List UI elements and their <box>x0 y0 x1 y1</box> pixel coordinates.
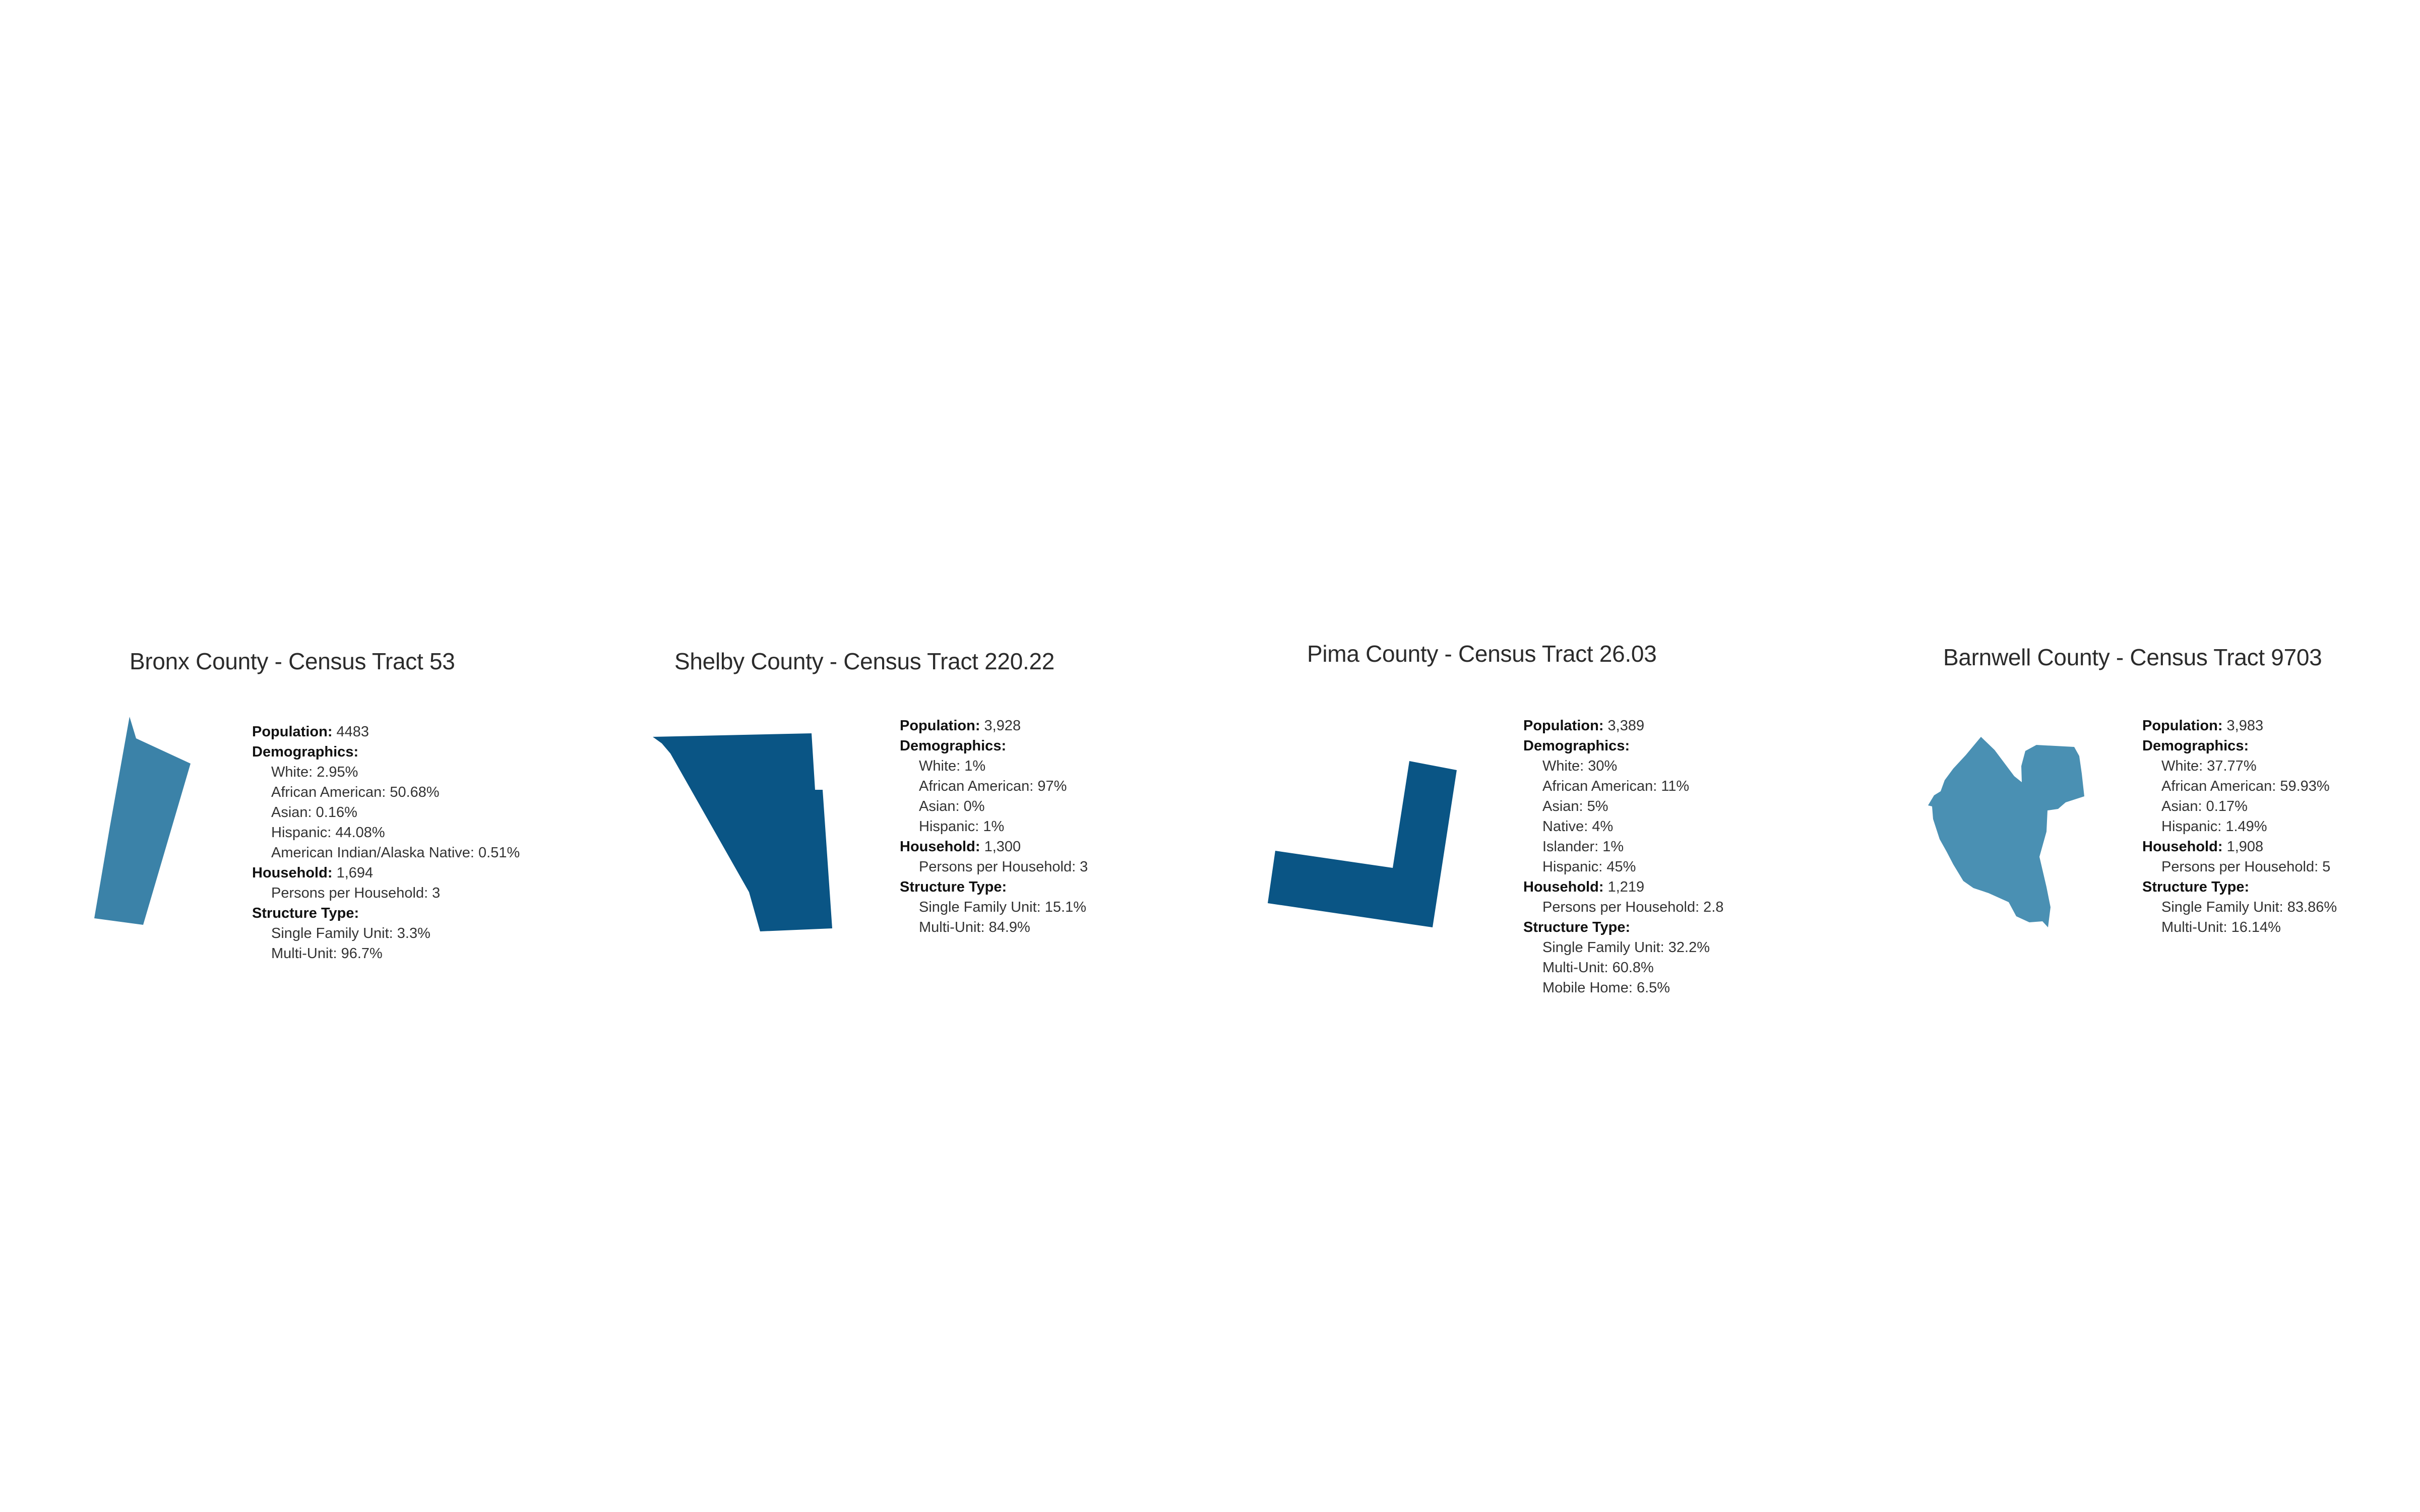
population-value: 3,983 <box>2226 718 2264 734</box>
tract-title: Bronx County - Census Tract 53 <box>130 648 455 674</box>
tract-boundary <box>1928 737 2084 927</box>
population-value: 3,928 <box>984 718 1021 734</box>
population-value: 4483 <box>336 724 369 740</box>
demographic-item: African American: 59.93% <box>2161 778 2330 794</box>
structure-label: Structure Type: <box>2142 879 2250 895</box>
demographic-item: White: 2.95% <box>271 764 358 780</box>
demographic-item: African American: 97% <box>919 778 1067 794</box>
demographics-label: Demographics: <box>900 738 1007 754</box>
tract-boundary <box>1268 761 1457 927</box>
population-label: Population: <box>900 718 980 734</box>
household-value: 1,219 <box>1607 879 1645 895</box>
population-label: Population: <box>1523 718 1604 734</box>
tract-info-pima: Population: 3,389 Demographics: White: 3… <box>1523 716 1724 998</box>
population-label: Population: <box>2142 718 2223 734</box>
demographic-item: African American: 50.68% <box>271 784 440 800</box>
demographic-item: White: 30% <box>1542 758 1618 774</box>
demographic-item: Native: 4% <box>1542 818 1614 835</box>
demographic-item: Hispanic: 1% <box>919 818 1005 835</box>
demographic-item: White: 37.77% <box>2161 758 2257 774</box>
tract-title: Pima County - Census Tract 26.03 <box>1307 641 1657 667</box>
demographics-label: Demographics: <box>1523 738 1630 754</box>
demographic-item: Hispanic: 44.08% <box>271 825 385 841</box>
household-label: Household: <box>1523 879 1604 895</box>
structure-label: Structure Type: <box>252 905 359 921</box>
demographic-item: American Indian/Alaska Native: 0.51% <box>271 845 520 861</box>
tract-info-bronx: Population: 4483 Demographics: White: 2.… <box>252 722 520 964</box>
population-value: 3,389 <box>1607 718 1645 734</box>
tract-title: Barnwell County - Census Tract 9703 <box>1943 644 2322 670</box>
demographics-label: Demographics: <box>2142 738 2249 754</box>
demographic-item: Asian: 0.16% <box>271 804 357 821</box>
structure-label: Structure Type: <box>1523 919 1631 935</box>
household-value: 1,908 <box>2226 839 2264 855</box>
population-label: Population: <box>252 724 333 740</box>
household-detail: Persons per Household: 3 <box>919 859 1088 875</box>
structure-item: Multi-Unit: 84.9% <box>919 919 1030 935</box>
demographic-item: Hispanic: 45% <box>1542 859 1636 875</box>
household-value: 1,300 <box>984 839 1021 855</box>
structure-label: Structure Type: <box>900 879 1007 895</box>
tract-title: Shelby County - Census Tract 220.22 <box>674 648 1055 674</box>
household-detail: Persons per Household: 5 <box>2161 859 2331 875</box>
household-label: Household: <box>900 839 980 855</box>
structure-item: Multi-Unit: 16.14% <box>2161 919 2281 935</box>
structure-item: Single Family Unit: 3.3% <box>271 925 430 941</box>
demographic-item: Islander: 1% <box>1542 839 1624 855</box>
demographic-item: African American: 11% <box>1542 778 1690 794</box>
structure-item: Multi-Unit: 96.7% <box>271 946 383 962</box>
structure-item: Single Family Unit: 83.86% <box>2161 899 2337 915</box>
household-label: Household: <box>252 865 333 881</box>
tract-boundary <box>94 717 191 925</box>
household-detail: Persons per Household: 2.8 <box>1542 899 1724 915</box>
household-detail: Persons per Household: 3 <box>271 885 441 901</box>
tract-info-barnwell: Population: 3,983 Demographics: White: 3… <box>2142 716 2337 937</box>
structure-item: Multi-Unit: 60.8% <box>1542 960 1654 976</box>
demographic-item: Asian: 5% <box>1542 798 1608 814</box>
tract-info-shelby: Population: 3,928 Demographics: White: 1… <box>900 716 1088 937</box>
demographic-item: Asian: 0% <box>919 798 985 814</box>
demographic-item: Hispanic: 1.49% <box>2161 818 2267 835</box>
tract-boundary <box>653 733 832 931</box>
demographic-item: White: 1% <box>919 758 986 774</box>
household-value: 1,694 <box>336 865 374 881</box>
structure-item: Single Family Unit: 15.1% <box>919 899 1087 915</box>
structure-item: Single Family Unit: 32.2% <box>1542 939 1710 956</box>
demographics-label: Demographics: <box>252 744 359 760</box>
demographic-item: Asian: 0.17% <box>2161 798 2248 814</box>
structure-item: Mobile Home: 6.5% <box>1542 980 1670 996</box>
household-label: Household: <box>2142 839 2223 855</box>
